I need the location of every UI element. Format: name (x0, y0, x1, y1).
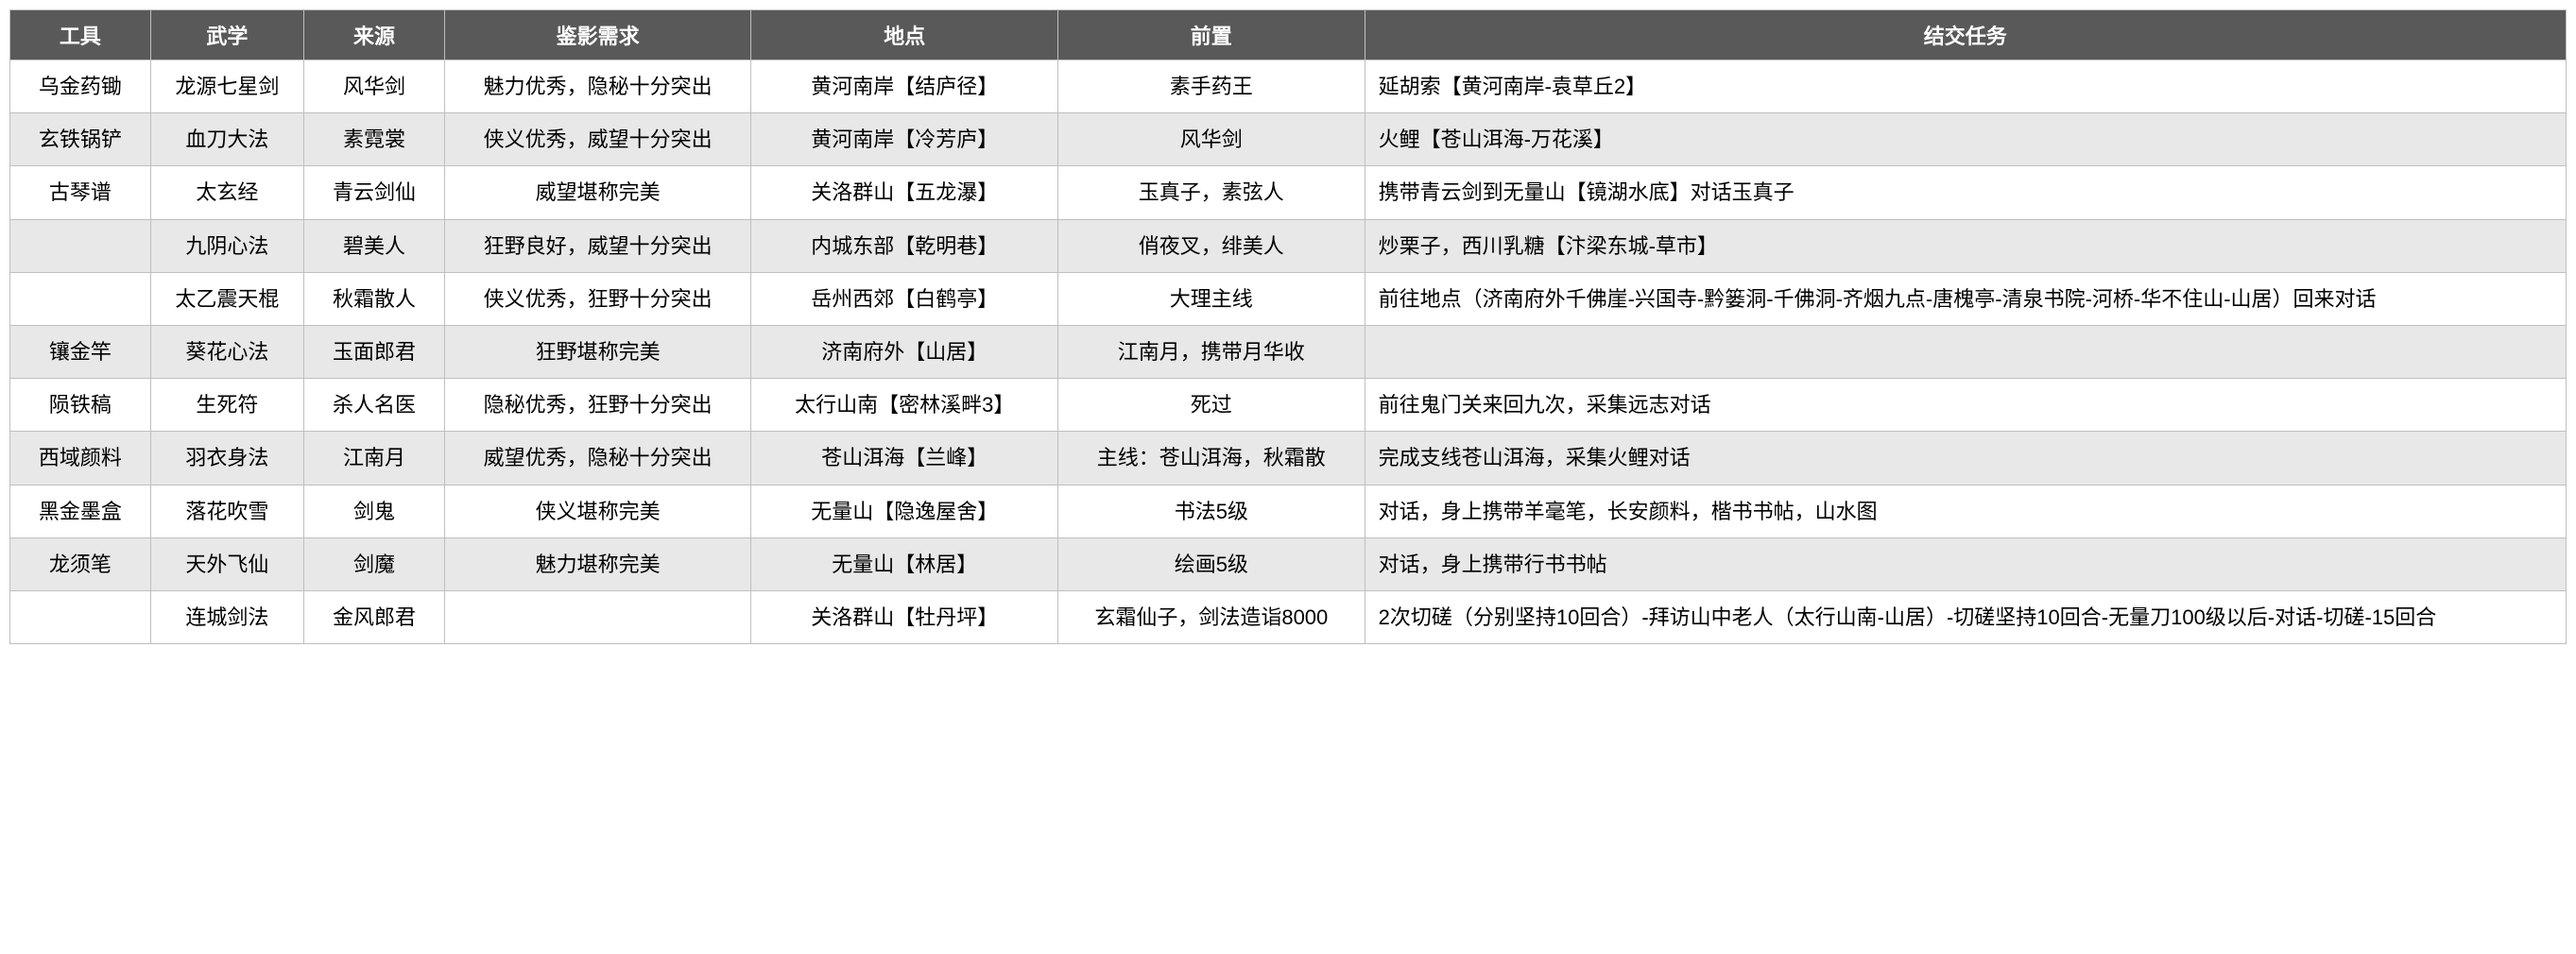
table-cell: 威望堪称完美 (444, 166, 751, 219)
table-cell: 葵花心法 (150, 325, 303, 378)
table-cell: 苍山洱海【兰峰】 (751, 432, 1058, 485)
table-row: 陨铁稿生死符杀人名医隐秘优秀，狂野十分突出太行山南【密林溪畔3】死过前往鬼门关来… (10, 379, 2567, 432)
table-cell: 无量山【隐逸屋舍】 (751, 485, 1058, 537)
table-cell: 延胡索【黄河南岸-袁草丘2】 (1365, 60, 2566, 113)
table-cell: 天外飞仙 (150, 537, 303, 590)
table-cell: 隐秘优秀，狂野十分突出 (444, 379, 751, 432)
table-cell: 古琴谱 (10, 166, 151, 219)
table-cell: 血刀大法 (150, 113, 303, 166)
table-cell: 青云剑仙 (304, 166, 445, 219)
header-task: 结交任务 (1365, 10, 2566, 60)
table-cell: 对话，身上携带行书书帖 (1365, 537, 2566, 590)
table-cell: 前往地点（济南府外千佛崖-兴国寺-黔篓洞-千佛洞-齐烟九点-唐槐亭-清泉书院-河… (1365, 272, 2566, 325)
table-cell: 绘画5级 (1058, 537, 1365, 590)
table-cell: 九阴心法 (150, 219, 303, 272)
table-cell: 书法5级 (1058, 485, 1365, 537)
table-cell: 风华剑 (304, 60, 445, 113)
table-row: 镶金竿葵花心法玉面郎君狂野堪称完美济南府外【山居】江南月，携带月华收 (10, 325, 2567, 378)
table-cell: 羽衣身法 (150, 432, 303, 485)
table-cell (10, 590, 151, 643)
table-cell: 黑金墨盒 (10, 485, 151, 537)
table-cell: 龙须笔 (10, 537, 151, 590)
table-cell (1365, 325, 2566, 378)
header-prerequisite: 前置 (1058, 10, 1365, 60)
header-skill: 武学 (150, 10, 303, 60)
table-cell: 火鲤【苍山洱海-万花溪】 (1365, 113, 2566, 166)
table-cell: 连城剑法 (150, 590, 303, 643)
table-cell: 碧美人 (304, 219, 445, 272)
table-cell: 关洛群山【五龙瀑】 (751, 166, 1058, 219)
table-cell: 死过 (1058, 379, 1365, 432)
table-cell: 剑鬼 (304, 485, 445, 537)
table-row: 龙须笔天外飞仙剑魔魅力堪称完美无量山【林居】绘画5级对话，身上携带行书书帖 (10, 537, 2567, 590)
header-requirement: 鉴影需求 (444, 10, 751, 60)
table-row: 玄铁锅铲血刀大法素霓裳侠义优秀，威望十分突出黄河南岸【冷芳庐】风华剑火鲤【苍山洱… (10, 113, 2567, 166)
header-location: 地点 (751, 10, 1058, 60)
table-cell: 关洛群山【牡丹坪】 (751, 590, 1058, 643)
table-cell: 龙源七星剑 (150, 60, 303, 113)
header-row: 工具 武学 来源 鉴影需求 地点 前置 结交任务 (10, 10, 2567, 60)
table-cell: 黄河南岸【结庐径】 (751, 60, 1058, 113)
header-tool: 工具 (10, 10, 151, 60)
table-cell: 俏夜叉，绯美人 (1058, 219, 1365, 272)
table-cell: 杀人名医 (304, 379, 445, 432)
table-cell: 玄霜仙子，剑法造诣8000 (1058, 590, 1365, 643)
table-cell: 主线：苍山洱海，秋霜散 (1058, 432, 1365, 485)
table-cell: 西域颜料 (10, 432, 151, 485)
table-row: 黑金墨盒落花吹雪剑鬼侠义堪称完美无量山【隐逸屋舍】书法5级对话，身上携带羊毫笔，… (10, 485, 2567, 537)
table-cell: 侠义优秀，威望十分突出 (444, 113, 751, 166)
data-table: 工具 武学 来源 鉴影需求 地点 前置 结交任务 乌金药锄龙源七星剑风华剑魅力优… (9, 9, 2567, 644)
table-cell (444, 590, 751, 643)
table-cell: 金风郎君 (304, 590, 445, 643)
table-body: 乌金药锄龙源七星剑风华剑魅力优秀，隐秘十分突出黄河南岸【结庐径】素手药王延胡索【… (10, 60, 2567, 644)
table-cell: 狂野堪称完美 (444, 325, 751, 378)
table-cell: 风华剑 (1058, 113, 1365, 166)
table-row: 西域颜料羽衣身法江南月威望优秀，隐秘十分突出苍山洱海【兰峰】主线：苍山洱海，秋霜… (10, 432, 2567, 485)
table-cell: 侠义优秀，狂野十分突出 (444, 272, 751, 325)
table-cell: 携带青云剑到无量山【镜湖水底】对话玉真子 (1365, 166, 2566, 219)
table-cell (10, 219, 151, 272)
table-cell: 秋霜散人 (304, 272, 445, 325)
table-cell: 镶金竿 (10, 325, 151, 378)
table-cell: 落花吹雪 (150, 485, 303, 537)
table-row: 九阴心法碧美人狂野良好，威望十分突出内城东部【乾明巷】俏夜叉，绯美人炒栗子，西川… (10, 219, 2567, 272)
table-cell: 太乙震天棍 (150, 272, 303, 325)
table-cell: 素手药王 (1058, 60, 1365, 113)
table-cell (10, 272, 151, 325)
table-cell: 生死符 (150, 379, 303, 432)
table-cell: 威望优秀，隐秘十分突出 (444, 432, 751, 485)
table-row: 乌金药锄龙源七星剑风华剑魅力优秀，隐秘十分突出黄河南岸【结庐径】素手药王延胡索【… (10, 60, 2567, 113)
table-cell: 玉真子，素弦人 (1058, 166, 1365, 219)
table-cell: 玉面郎君 (304, 325, 445, 378)
table-cell: 大理主线 (1058, 272, 1365, 325)
table-cell: 侠义堪称完美 (444, 485, 751, 537)
table-cell: 素霓裳 (304, 113, 445, 166)
table-cell: 内城东部【乾明巷】 (751, 219, 1058, 272)
table-cell: 2次切磋（分别坚持10回合）-拜访山中老人（太行山南-山居）-切磋坚持10回合-… (1365, 590, 2566, 643)
table-cell: 黄河南岸【冷芳庐】 (751, 113, 1058, 166)
table-cell: 陨铁稿 (10, 379, 151, 432)
table-cell: 炒栗子，西川乳糖【汴梁东城-草市】 (1365, 219, 2566, 272)
table-cell: 无量山【林居】 (751, 537, 1058, 590)
table-cell: 乌金药锄 (10, 60, 151, 113)
table-row: 太乙震天棍秋霜散人侠义优秀，狂野十分突出岳州西郊【白鹤亭】大理主线前往地点（济南… (10, 272, 2567, 325)
table-cell: 前往鬼门关来回九次，采集远志对话 (1365, 379, 2566, 432)
header-source: 来源 (304, 10, 445, 60)
table-cell: 玄铁锅铲 (10, 113, 151, 166)
table-row: 古琴谱太玄经青云剑仙威望堪称完美关洛群山【五龙瀑】玉真子，素弦人携带青云剑到无量… (10, 166, 2567, 219)
table-row: 连城剑法金风郎君 关洛群山【牡丹坪】玄霜仙子，剑法造诣80002次切磋（分别坚持1… (10, 590, 2567, 643)
table-cell: 岳州西郊【白鹤亭】 (751, 272, 1058, 325)
table-cell: 魅力堪称完美 (444, 537, 751, 590)
table-cell: 济南府外【山居】 (751, 325, 1058, 378)
table-cell: 江南月，携带月华收 (1058, 325, 1365, 378)
table-cell: 剑魔 (304, 537, 445, 590)
table-cell: 魅力优秀，隐秘十分突出 (444, 60, 751, 113)
table-cell: 太行山南【密林溪畔3】 (751, 379, 1058, 432)
table-cell: 对话，身上携带羊毫笔，长安颜料，楷书书帖，山水图 (1365, 485, 2566, 537)
table-cell: 狂野良好，威望十分突出 (444, 219, 751, 272)
table-cell: 太玄经 (150, 166, 303, 219)
table-cell: 完成支线苍山洱海，采集火鲤对话 (1365, 432, 2566, 485)
table-cell: 江南月 (304, 432, 445, 485)
